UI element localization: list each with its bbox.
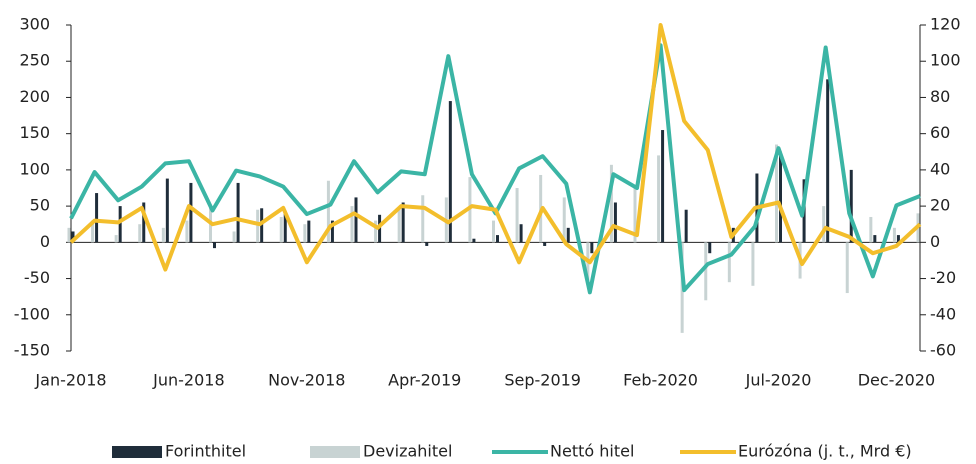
bar [566, 227, 570, 243]
bar [232, 231, 236, 243]
y2-tick-label: -40 [930, 304, 956, 323]
bar [189, 182, 193, 243]
bar [845, 242, 849, 294]
bar [873, 235, 877, 243]
bar [779, 151, 782, 243]
bar [161, 227, 165, 243]
bar [330, 220, 334, 243]
bar [71, 231, 75, 243]
bar [822, 206, 826, 243]
y2-tick-label: 20 [930, 196, 950, 215]
bar [708, 242, 712, 254]
bar [661, 130, 665, 243]
y-tick-label: 0 [40, 232, 50, 251]
x-tick-label: Apr-2019 [388, 371, 461, 390]
legend-label: Forinthitel [165, 442, 246, 461]
legend-label: Eurózóna (j. t., Mrd €) [738, 442, 912, 461]
bar [236, 182, 240, 243]
bar [684, 209, 688, 243]
legend-label: Nettó hitel [550, 442, 634, 461]
bar [849, 169, 853, 243]
bar [896, 235, 900, 243]
bar [401, 202, 405, 243]
bar [374, 220, 378, 243]
bar [751, 242, 755, 286]
y2-tick-label: 80 [930, 87, 950, 106]
x-tick-label: Jul-2020 [745, 371, 812, 390]
bar [279, 216, 283, 243]
y2-tick-label: 100 [930, 51, 961, 70]
bar [613, 202, 617, 243]
bar [496, 235, 499, 243]
y2-tick-label: -60 [930, 341, 956, 360]
bar [425, 242, 429, 246]
bar [114, 235, 118, 243]
y-tick-label: 100 [19, 159, 50, 178]
bar [67, 227, 71, 243]
bar [307, 220, 311, 243]
bar [421, 195, 425, 243]
bar [350, 206, 354, 243]
x-tick-label: Dec-2020 [858, 371, 935, 390]
line [69, 43, 921, 295]
y2-tick-label: 60 [930, 123, 950, 142]
bar [727, 242, 731, 283]
y-tick-label: 250 [19, 51, 50, 70]
bar [185, 220, 189, 243]
bar [397, 209, 401, 243]
bar [142, 202, 146, 243]
x-tick-label: Jun-2018 [152, 371, 225, 390]
legend-swatch [112, 446, 162, 458]
bar [165, 178, 169, 243]
bar [892, 227, 896, 243]
y-tick-label: 150 [19, 123, 50, 142]
bar [95, 193, 99, 243]
bar [260, 208, 264, 243]
line [69, 23, 922, 272]
bar [590, 242, 594, 254]
y-tick-label: -150 [14, 341, 50, 360]
bar [519, 224, 523, 243]
legend-swatch [310, 446, 360, 458]
bar [543, 242, 547, 246]
y2-tick-label: -20 [930, 268, 956, 287]
bar [492, 220, 495, 243]
y2-tick-label: 120 [930, 15, 961, 34]
bar [256, 209, 260, 243]
legend-label: Devizahitel [363, 442, 452, 461]
bar [213, 242, 216, 249]
bar [448, 101, 452, 243]
y-tick-label: -50 [24, 268, 50, 287]
bar [326, 180, 330, 243]
bar [283, 213, 287, 243]
bar [91, 220, 95, 243]
bar [472, 238, 476, 243]
bar [562, 197, 566, 243]
x-tick-label: Nov-2018 [268, 371, 345, 390]
bar [826, 79, 830, 243]
y2-tick-label: 0 [930, 232, 940, 251]
bar [704, 242, 708, 301]
bar [869, 216, 873, 243]
bar [775, 144, 778, 243]
y-tick-label: -100 [14, 304, 50, 323]
bar [303, 224, 307, 243]
bar [118, 206, 122, 243]
y2-tick-label: 40 [930, 159, 950, 178]
y-tick-label: 300 [19, 15, 50, 34]
x-tick-label: Sep-2019 [504, 371, 581, 390]
x-tick-label: Jan-2018 [34, 371, 106, 390]
bar [515, 188, 519, 243]
bar [138, 224, 142, 243]
y-tick-label: 50 [30, 196, 50, 215]
bar [354, 197, 358, 243]
bar [633, 188, 637, 243]
bar [657, 155, 661, 243]
y-tick-label: 200 [19, 87, 50, 106]
x-tick-label: Feb-2020 [623, 371, 698, 390]
bar [609, 164, 613, 243]
